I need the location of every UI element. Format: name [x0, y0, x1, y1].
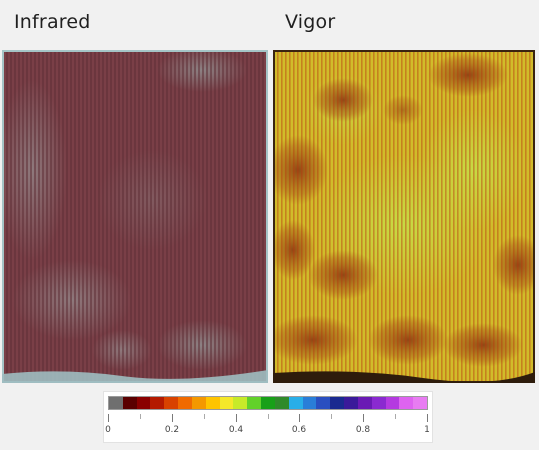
colorbar-tick-label: 0.8: [355, 425, 371, 435]
infrared-title: Infrared: [14, 11, 91, 33]
colorbar-tick-label: 0.6: [291, 425, 307, 435]
colorbar-tick-label: 0: [105, 425, 111, 435]
colorbar-swatch: [164, 397, 179, 409]
colorbar-minor-tick: [331, 414, 332, 419]
colorbar-swatch: [330, 397, 345, 409]
vigor-field-image: [273, 50, 535, 383]
colorbar-minor-tick: [140, 414, 141, 419]
colorbar-swatch: [344, 397, 358, 409]
colorbar-tick-label: 1: [424, 425, 430, 435]
vigor-image-panel: [273, 50, 535, 383]
colorbar-major-tick: [108, 414, 109, 422]
colorbar-gradient: [108, 396, 428, 410]
colorbar-swatch: [385, 397, 400, 409]
colorbar-minor-tick: [268, 414, 269, 419]
colorbar-swatch: [136, 397, 151, 409]
colorbar-swatch: [316, 397, 331, 409]
infrared-field-image: [2, 50, 268, 383]
infrared-image-panel: [2, 50, 268, 383]
colorbar-major-tick: [299, 414, 300, 422]
colorbar-tick-label: 0.4: [228, 425, 244, 435]
colorbar-ticks: 0 0.2 0.4 0.6 0.8 1: [105, 411, 430, 441]
colorbar-swatch: [261, 397, 275, 409]
vigor-title: Vigor: [285, 11, 336, 33]
colorbar-major-tick: [172, 414, 173, 422]
colorbar-swatch: [371, 397, 386, 409]
colorbar-major-tick: [236, 414, 237, 422]
colorbar-swatch: [233, 397, 248, 409]
colorbar-swatch: [122, 397, 137, 409]
colorbar-swatch: [205, 397, 220, 409]
vigor-colorbar-legend: 0 0.2 0.4 0.6 0.8 1: [103, 391, 433, 443]
colorbar-tick-label: 0.2: [164, 425, 180, 435]
colorbar-swatch: [109, 397, 123, 409]
colorbar-swatch: [399, 397, 414, 409]
colorbar-swatch: [150, 397, 165, 409]
colorbar-swatch: [357, 397, 372, 409]
colorbar-swatch: [219, 397, 234, 409]
colorbar-swatch: [247, 397, 262, 409]
colorbar-minor-tick: [395, 414, 396, 419]
colorbar-swatch: [288, 397, 303, 409]
colorbar-swatch: [302, 397, 317, 409]
colorbar-major-tick: [427, 414, 428, 422]
colorbar-swatch: [191, 397, 206, 409]
colorbar-swatch: [274, 397, 289, 409]
colorbar-minor-tick: [204, 414, 205, 419]
colorbar-swatch: [178, 397, 192, 409]
colorbar-major-tick: [363, 414, 364, 422]
colorbar-swatch: [413, 397, 428, 409]
